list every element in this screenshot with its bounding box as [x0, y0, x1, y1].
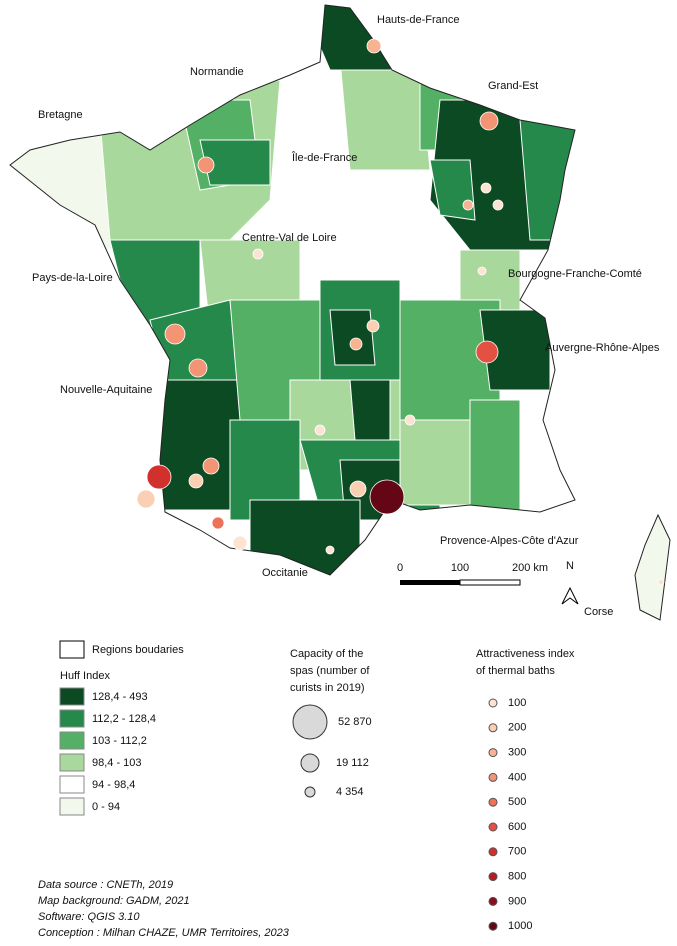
- scale-label: 0: [397, 562, 403, 574]
- color-label: 600: [508, 821, 526, 833]
- legend-title: Attractiveness index: [476, 648, 575, 660]
- color-symbol: [488, 797, 498, 807]
- legend-label: 128,4 - 493: [92, 691, 148, 703]
- color-symbol: [488, 921, 498, 931]
- legend-title: spas (number of: [290, 665, 370, 677]
- region-label: Hauts-de-France: [377, 14, 460, 26]
- legend-swatch: [59, 687, 85, 706]
- color-label: 900: [508, 895, 526, 907]
- source-line: Map background: GADM, 2021: [38, 895, 190, 907]
- legend-title: of thermal baths: [476, 665, 555, 677]
- color-symbol: [488, 772, 498, 782]
- color-label: 700: [508, 846, 526, 858]
- spa-circles: [136, 38, 665, 586]
- color-label: 500: [508, 796, 526, 808]
- color-label: 400: [508, 771, 526, 783]
- region-label: Pays-de-la-Loire: [32, 272, 113, 284]
- size-symbol: [304, 786, 316, 798]
- source-line: Conception : Milhan CHAZE, UMR Territoir…: [38, 927, 290, 939]
- legend-label: 94 - 98,4: [92, 779, 135, 791]
- region-label: Centre-Val de Loire: [242, 232, 337, 244]
- corsica: [634, 513, 671, 621]
- region-label: Bretagne: [38, 109, 83, 121]
- north-arrow: [561, 586, 579, 605]
- source-line: Software: QGIS 3.10: [38, 911, 140, 923]
- color-symbol: [488, 896, 498, 906]
- region-label: Bourgogne-Franche-Comté: [508, 268, 642, 280]
- size-symbol: [292, 704, 328, 740]
- legend-title: Huff Index: [60, 670, 110, 682]
- color-symbol: [488, 698, 498, 708]
- legend-title: Capacity of the: [290, 648, 363, 660]
- legend-label: 103 - 112,2: [92, 735, 147, 747]
- legend-swatch: [59, 731, 85, 750]
- region-label: Grand-Est: [488, 80, 538, 92]
- source-line: Data source : CNETh, 2019: [38, 879, 173, 891]
- color-symbol: [488, 748, 498, 758]
- color-label: 800: [508, 871, 526, 883]
- color-symbol: [488, 872, 498, 882]
- region-label: Corse: [584, 606, 613, 618]
- size-label: 52 870: [338, 716, 372, 728]
- color-label: 300: [508, 747, 526, 759]
- size-label: 19 112: [336, 757, 369, 769]
- legend-swatch: [59, 709, 85, 728]
- color-label: 100: [508, 697, 526, 709]
- region-label: Auvergne-Rhône-Alpes: [545, 342, 660, 354]
- color-symbol: [488, 723, 498, 733]
- legend-label: 98,4 - 103: [92, 757, 142, 769]
- scale-bar: [400, 579, 521, 586]
- legend-swatch: [59, 797, 85, 816]
- size-label: 4 354: [336, 786, 364, 798]
- boundary-swatch: [59, 640, 85, 659]
- color-symbol: [488, 847, 498, 857]
- legend-swatch: [59, 753, 85, 772]
- france-outline: [9, 4, 576, 576]
- legend-swatch: [59, 775, 85, 794]
- region-label: Provence-Alpes-Côte d'Azur: [440, 535, 579, 547]
- legend-label: 0 - 94: [92, 801, 120, 813]
- scale-label: 100: [451, 562, 469, 574]
- region-label: Nouvelle-Aquitaine: [60, 384, 152, 396]
- legend-boundaries: Regions boudaries: [92, 644, 184, 656]
- region-label: Normandie: [190, 66, 244, 78]
- region-label: Île-de-France: [291, 151, 357, 164]
- color-label: 200: [508, 722, 526, 734]
- color-symbol: [488, 822, 498, 832]
- legend-label: 112,2 - 128,4: [92, 713, 156, 725]
- north-label: N: [566, 560, 574, 572]
- size-symbol: [300, 753, 320, 773]
- legend-title: curists in 2019): [290, 682, 365, 694]
- color-label: 1000: [508, 920, 532, 932]
- region-label: Occitanie: [262, 567, 308, 579]
- scale-label: 200 km: [512, 562, 548, 574]
